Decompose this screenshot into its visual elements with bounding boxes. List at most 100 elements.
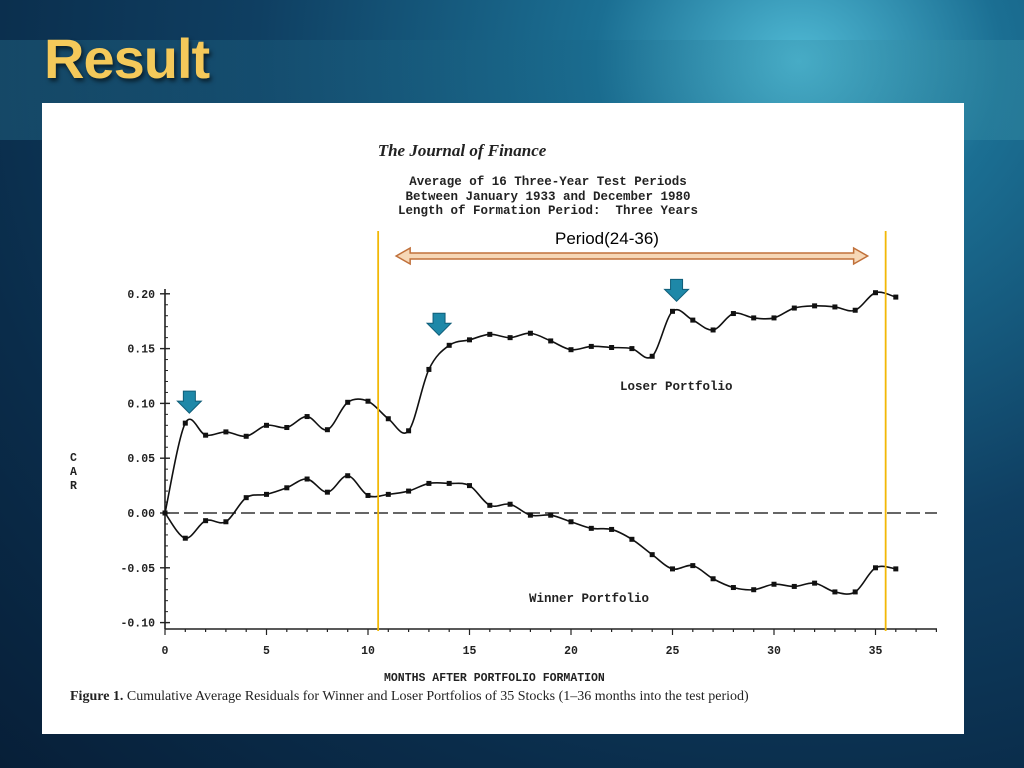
x-axis-title: MONTHS AFTER PORTFOLIO FORMATION (384, 672, 605, 685)
winner-data-point (609, 526, 615, 532)
down-arrow-icon (176, 390, 203, 414)
winner-data-point (893, 566, 899, 572)
loser-data-point (487, 331, 493, 337)
down-arrow-icon (663, 278, 690, 303)
loser-data-point (182, 420, 188, 426)
y-axis-title-r: R (70, 480, 77, 493)
loser-data-point (751, 315, 757, 321)
winner-data-point (284, 485, 290, 491)
loser-data-point (243, 433, 249, 439)
winner-data-point (203, 518, 209, 524)
x-tick-label: 5 (263, 645, 270, 658)
loser-data-point (324, 427, 330, 433)
winner-data-point (467, 483, 472, 489)
x-tick-label: 35 (869, 645, 883, 658)
subtitle-line: Average of 16 Three-Year Test Periods (409, 175, 687, 189)
loser-data-point (284, 425, 290, 431)
loser-data-point (649, 353, 655, 359)
x-tick-label: 25 (666, 645, 680, 658)
winner-data-point (649, 552, 655, 558)
winner-data-point (507, 501, 513, 507)
car-chart: 0.20 0.15 0.10 0.05 0.00 -0.05 -0.10 0 5 10 15 20 25… (70, 229, 938, 685)
x-tick-label: 10 (361, 645, 375, 658)
loser-data-point (406, 428, 412, 434)
winner-data-point (345, 473, 351, 479)
winner-data-point (527, 512, 533, 518)
loser-data-point (548, 338, 554, 344)
winner-data-point (426, 480, 432, 486)
caption-label: Figure 1. (70, 689, 124, 704)
loser-data-point (264, 422, 269, 428)
loser-data-point (629, 346, 635, 352)
period-double-arrow (394, 246, 870, 266)
loser-data-point (446, 342, 452, 348)
winner-data-point (690, 563, 696, 569)
loser-data-point (609, 345, 615, 351)
winner-data-point (182, 535, 188, 541)
winner-data-point (446, 480, 452, 486)
x-tick-label: 30 (767, 645, 781, 658)
y-tick-label: 0.15 (127, 344, 155, 357)
y-axis-title-a: A (70, 466, 77, 479)
loser-portfolio-line (164, 291, 897, 514)
loser-data-point (730, 311, 736, 317)
subtitle-line: Between January 1933 and December 1980 (405, 189, 691, 204)
winner-data-point (324, 489, 330, 495)
winner-data-point (751, 587, 757, 593)
loser-data-point (223, 429, 229, 435)
winner-data-point (264, 491, 269, 497)
loser-data-point (791, 305, 797, 311)
figure-subtitle: Average of 16 Three-Year Test Periods Be… (338, 175, 758, 219)
winner-data-point (223, 519, 229, 525)
loser-data-point (893, 294, 899, 300)
loser-data-point (203, 432, 209, 438)
winner-data-point (873, 565, 878, 571)
y-tick-label: 0.20 (127, 289, 155, 302)
loser-data-point (852, 307, 858, 313)
journal-title: The Journal of Finance (377, 141, 547, 160)
winner-data-point (304, 476, 310, 482)
loser-portfolio-label: Loser Portfolio (620, 380, 733, 394)
winner-data-point (568, 519, 574, 525)
loser-data-point (527, 330, 533, 336)
winner-data-point (629, 536, 635, 542)
figure-panel: The Journal of Finance Average of 16 Thr… (42, 103, 964, 734)
winner-data-point (243, 495, 249, 501)
loser-data-point (385, 416, 391, 422)
subtitle-line: Length of Formation Period: Three Years (397, 204, 699, 218)
loser-data-point (304, 414, 310, 420)
y-tick-label: -0.05 (120, 563, 155, 576)
winner-data-point (365, 492, 371, 498)
winner-data-point (812, 580, 818, 586)
winner-data-point (710, 576, 716, 582)
loser-data-point (588, 343, 594, 349)
loser-data-point (345, 399, 351, 405)
loser-data-point (365, 398, 371, 404)
winner-data-point (771, 581, 777, 587)
winner-data-point (162, 510, 168, 516)
period-label: Period(24-36) (555, 229, 659, 248)
caption-text: Cumulative Average Residuals for Winner … (123, 689, 749, 704)
loser-data-point (812, 303, 818, 309)
winner-data-point (385, 491, 391, 497)
winner-data-point (730, 585, 736, 591)
winner-portfolio-line (164, 474, 896, 595)
x-tick-label: 0 (162, 645, 169, 658)
figure-caption: Figure 1. Cumulative Average Residuals f… (70, 688, 950, 705)
loser-data-point (507, 335, 513, 341)
y-tick-label: 0.00 (127, 508, 155, 521)
loser-data-point (670, 308, 675, 314)
loser-data-point (467, 337, 472, 343)
loser-data-point (690, 317, 696, 323)
loser-data-point (568, 347, 574, 353)
y-tick-label: 0.05 (127, 453, 155, 466)
y-axis-title-c: C (70, 452, 77, 465)
loser-data-point (710, 327, 716, 333)
winner-data-point (487, 502, 493, 508)
winner-data-point (852, 589, 858, 595)
winner-data-point (548, 512, 554, 518)
winner-data-point (832, 589, 838, 595)
winner-data-point (406, 488, 412, 494)
x-tick-label: 15 (463, 645, 477, 658)
winner-data-point (791, 583, 797, 589)
